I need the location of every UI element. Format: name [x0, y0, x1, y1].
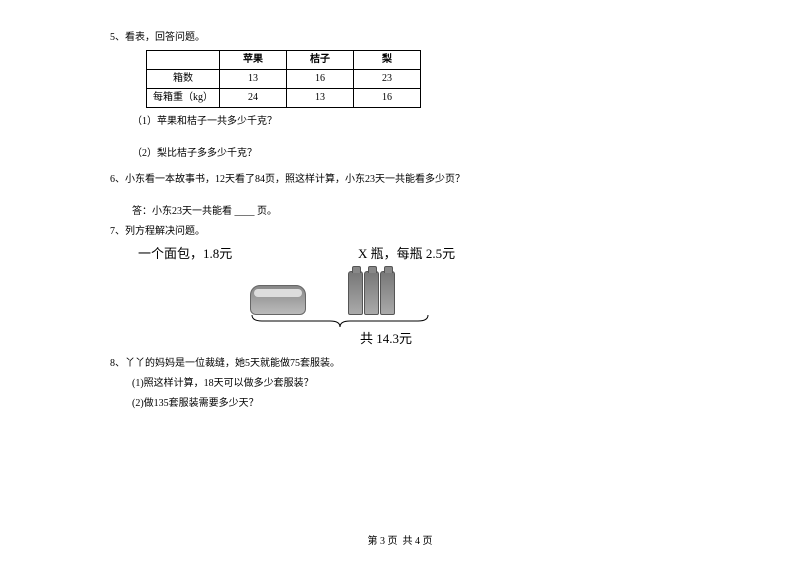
th-blank [147, 51, 220, 70]
row2-label: 每箱重（kg） [147, 89, 220, 108]
q5-sub1: （1）苹果和桔子一共多少千克？ [110, 114, 690, 130]
cell: 16 [354, 89, 421, 108]
q8-text: 丫丫的妈妈是一位裁缝，她5天就能做75套服装。 [125, 358, 340, 369]
cell: 16 [287, 70, 354, 89]
table-row: 每箱重（kg） 24 13 16 [147, 89, 421, 108]
th-apple: 苹果 [220, 51, 287, 70]
q5-sub2: （2）梨比桔子多多少千克？ [110, 146, 690, 162]
table-row: 苹果 桔子 梨 [147, 51, 421, 70]
q6-text: 小东看一本故事书，12天看了84页，照这样计算，小东23天一共能看多少页？ [125, 174, 465, 185]
table-row: 箱数 13 16 23 [147, 70, 421, 89]
q7: 7、列方程解决问题。 [110, 224, 690, 240]
q6-ans: 答：小东23天一共能看 ____ 页。 [110, 204, 690, 220]
q7-left-label: 一个面包，1.8元 [138, 244, 358, 265]
cell: 13 [287, 89, 354, 108]
q5-table-wrap: 苹果 桔子 梨 箱数 13 16 23 每箱重（kg） 24 13 16 [110, 50, 690, 108]
brace-icon [250, 313, 430, 327]
q5-num: 5、 [110, 32, 125, 43]
q6: 6、小东看一本故事书，12天看了84页，照这样计算，小东23天一共能看多少页？ [110, 172, 690, 188]
bottle-icon [348, 271, 363, 315]
q8: 8、丫丫的妈妈是一位裁缝，她5天就能做75套服装。 [110, 356, 690, 372]
bottle-icon [364, 271, 379, 315]
bread-icon [250, 285, 306, 315]
q7-images [110, 271, 690, 315]
q7-right-label: X 瓶，每瓶 2.5元 [358, 244, 455, 265]
q5-table: 苹果 桔子 梨 箱数 13 16 23 每箱重（kg） 24 13 16 [146, 50, 421, 108]
th-pear: 梨 [354, 51, 421, 70]
q6-num: 6、 [110, 174, 125, 185]
q7-num: 7、 [110, 226, 125, 237]
q5-title-text: 看表，回答问题。 [125, 32, 205, 43]
q8-num: 8、 [110, 358, 125, 369]
brace-row [110, 313, 690, 327]
th-orange: 桔子 [287, 51, 354, 70]
footer-right: 共 4 页 [403, 536, 433, 547]
row1-label: 箱数 [147, 70, 220, 89]
q7-labels: 一个面包，1.8元 X 瓶，每瓶 2.5元 [110, 244, 690, 265]
q7-title: 列方程解决问题。 [125, 226, 205, 237]
cell: 13 [220, 70, 287, 89]
q7-total: 共 14.3元 [110, 329, 690, 350]
q5-title: 5、看表，回答问题。 [110, 30, 690, 46]
cell: 23 [354, 70, 421, 89]
q8-s1: (1)照这样计算，18天可以做多少套服装？ [110, 376, 690, 392]
footer-left: 第 3 页 [368, 536, 398, 547]
q8-s2: (2)做135套服装需要多少天？ [110, 396, 690, 412]
page-footer: 第 3 页 共 4 页 [0, 532, 800, 547]
cell: 24 [220, 89, 287, 108]
bottles-icon [348, 271, 395, 315]
bottle-icon [380, 271, 395, 315]
